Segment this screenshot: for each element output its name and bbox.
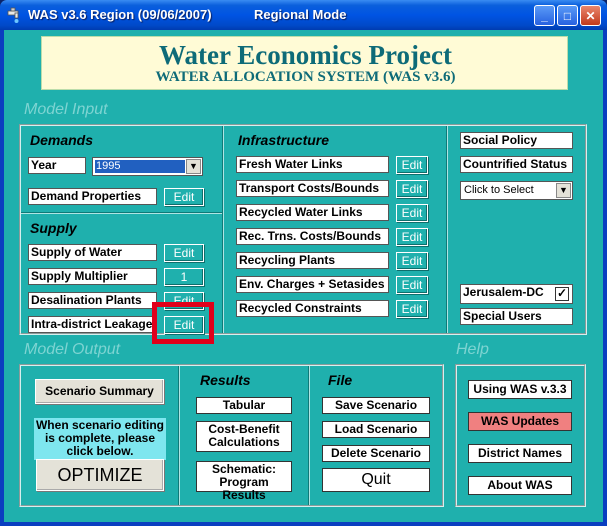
minimize-button[interactable]: _ bbox=[534, 5, 555, 26]
demands-heading: Demands bbox=[30, 132, 94, 148]
highlight-box bbox=[152, 302, 214, 344]
countrified-status-button[interactable]: Countrified Status bbox=[460, 156, 573, 173]
divider bbox=[21, 212, 222, 214]
water-tap-icon[interactable] bbox=[6, 6, 24, 24]
social-policy-button[interactable]: Social Policy bbox=[460, 132, 573, 149]
transport-costs-edit-button[interactable]: Edit bbox=[396, 180, 428, 198]
quit-button[interactable]: Quit bbox=[322, 468, 430, 492]
desalination-plants-label: Desalination Plants bbox=[28, 292, 157, 309]
intra-district-leakage-label: Intra-district Leakage bbox=[28, 316, 157, 333]
supply-heading: Supply bbox=[30, 220, 77, 236]
model-input-heading: Model Input bbox=[24, 101, 108, 118]
banner-title: Water Economics Project bbox=[159, 40, 452, 70]
infrastructure-heading: Infrastructure bbox=[238, 132, 330, 148]
using-was-button[interactable]: Using WAS v.3.3 bbox=[468, 380, 572, 399]
header-banner: Water Economics Project WATER ALLOCATION… bbox=[41, 36, 568, 90]
window-frame-right bbox=[603, 30, 607, 522]
save-scenario-button[interactable]: Save Scenario bbox=[322, 397, 430, 414]
cost-benefit-button[interactable]: Cost-Benefit Calculations bbox=[196, 421, 292, 452]
special-users-button[interactable]: Special Users bbox=[460, 308, 573, 325]
window-frame-left bbox=[0, 30, 4, 522]
intra-district-leakage-edit-button[interactable]: Edit bbox=[164, 316, 204, 334]
infrastructure-item: Rec. Trns. Costs/Bounds bbox=[236, 228, 389, 245]
delete-scenario-button[interactable]: Delete Scenario bbox=[322, 445, 430, 462]
env-charges-edit-button[interactable]: Edit bbox=[396, 276, 428, 294]
recycling-plants-edit-button[interactable]: Edit bbox=[396, 252, 428, 270]
maximize-button[interactable]: □ bbox=[557, 5, 578, 26]
jerusalem-dc-label: Jerusalem-DC bbox=[460, 284, 573, 304]
close-icon: ✕ bbox=[585, 8, 596, 23]
divider bbox=[446, 126, 448, 333]
load-scenario-button[interactable]: Load Scenario bbox=[322, 421, 430, 438]
supply-of-water-edit-button[interactable]: Edit bbox=[164, 244, 204, 262]
help-heading: Help bbox=[456, 341, 489, 358]
jerusalem-dc-checkbox[interactable]: ✓ bbox=[555, 287, 569, 301]
schematic-button[interactable]: Schematic: Program Results bbox=[196, 461, 292, 502]
help-panel bbox=[455, 364, 586, 507]
rec-trns-costs-edit-button[interactable]: Edit bbox=[396, 228, 428, 246]
year-label: Year bbox=[28, 157, 86, 174]
infrastructure-item: Fresh Water Links bbox=[236, 156, 389, 173]
supply-multiplier-input[interactable]: 1 bbox=[164, 268, 204, 286]
scenario-summary-button[interactable]: Scenario Summary bbox=[35, 379, 164, 404]
close-button[interactable]: ✕ bbox=[580, 5, 601, 26]
model-output-panel bbox=[19, 364, 444, 507]
infrastructure-item: Recycled Constraints bbox=[236, 300, 389, 317]
model-input-panel bbox=[19, 124, 587, 335]
supply-of-water-label: Supply of Water bbox=[28, 244, 157, 261]
file-heading: File bbox=[328, 372, 353, 388]
title-bar[interactable]: WAS v3.6 Region (09/06/2007) Regional Mo… bbox=[0, 0, 607, 30]
recycled-constraints-edit-button[interactable]: Edit bbox=[396, 300, 428, 318]
fresh-water-links-edit-button[interactable]: Edit bbox=[396, 156, 428, 174]
window-frame-bottom bbox=[0, 522, 607, 526]
year-selected-value: 1995 bbox=[95, 160, 185, 173]
chevron-down-icon[interactable]: ▼ bbox=[556, 183, 571, 198]
model-output-heading: Model Output bbox=[24, 341, 121, 358]
countrified-status-dropdown[interactable]: Click to Select ▼ bbox=[460, 181, 573, 200]
mode-label: Regional Mode bbox=[254, 7, 347, 22]
optimize-button[interactable]: OPTIMIZE bbox=[36, 459, 164, 491]
infrastructure-item: Recycled Water Links bbox=[236, 204, 389, 221]
results-heading: Results bbox=[200, 372, 251, 388]
recycled-water-links-edit-button[interactable]: Edit bbox=[396, 204, 428, 222]
divider bbox=[222, 126, 224, 333]
year-dropdown[interactable]: 1995 ▼ bbox=[92, 157, 203, 176]
district-names-button[interactable]: District Names bbox=[468, 444, 572, 463]
minimize-icon: _ bbox=[541, 8, 548, 23]
infrastructure-item: Recycling Plants bbox=[236, 252, 389, 269]
demand-properties-label: Demand Properties bbox=[28, 188, 157, 205]
infrastructure-item: Transport Costs/Bounds bbox=[236, 180, 389, 197]
demand-properties-edit-button[interactable]: Edit bbox=[164, 188, 204, 206]
window-title: WAS v3.6 Region (09/06/2007) bbox=[28, 7, 212, 22]
checkmark-icon: ✓ bbox=[556, 286, 568, 300]
maximize-icon: □ bbox=[563, 8, 572, 23]
optimize-note: When scenario editing is complete, pleas… bbox=[34, 418, 166, 460]
click-to-select-text: Click to Select bbox=[464, 184, 534, 196]
banner-subtitle: WATER ALLOCATION SYSTEM (WAS v3.6) bbox=[155, 69, 456, 85]
infrastructure-item: Env. Charges + Setasides bbox=[236, 276, 389, 293]
was-updates-button[interactable]: WAS Updates bbox=[468, 412, 572, 431]
tabular-button[interactable]: Tabular bbox=[196, 397, 292, 414]
divider bbox=[308, 366, 310, 505]
chevron-down-icon[interactable]: ▼ bbox=[186, 159, 201, 174]
supply-multiplier-label: Supply Multiplier bbox=[28, 268, 157, 285]
divider bbox=[178, 366, 180, 505]
about-was-button[interactable]: About WAS bbox=[468, 476, 572, 495]
